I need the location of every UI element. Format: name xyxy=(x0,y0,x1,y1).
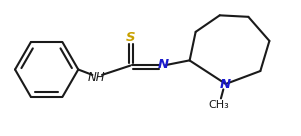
Text: CH₃: CH₃ xyxy=(209,100,229,110)
Text: S: S xyxy=(126,31,136,44)
Text: NH: NH xyxy=(88,71,106,84)
Text: N: N xyxy=(158,58,169,71)
Text: N: N xyxy=(220,78,231,91)
